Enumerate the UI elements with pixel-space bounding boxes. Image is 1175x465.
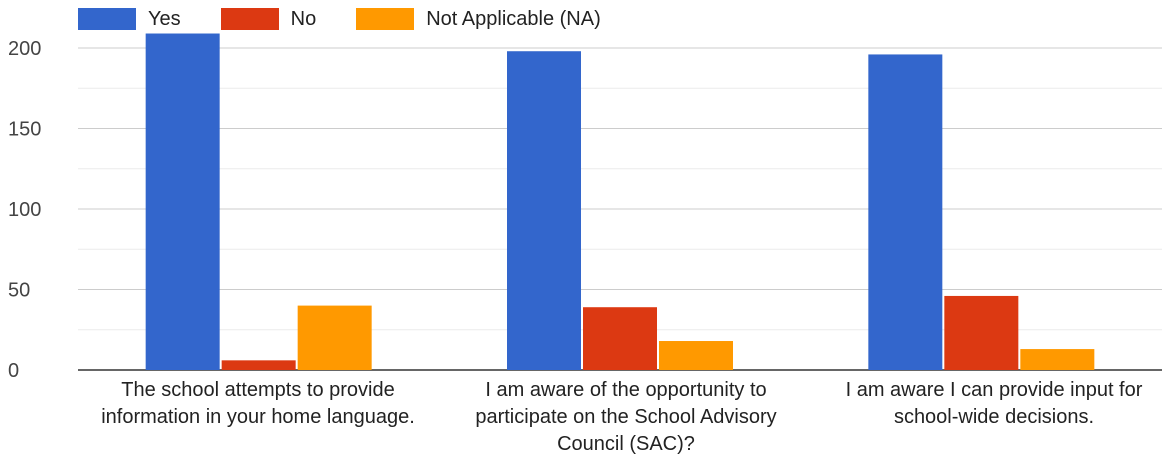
bar-yes-2 [507,51,581,370]
legend: Yes No Not Applicable (NA) [78,6,641,32]
bar-no-2 [583,307,657,370]
category-label-home-language: The school attempts to provide informati… [101,379,415,428]
bar-no-3 [944,295,1019,370]
y-tick-label: 200 [8,38,41,60]
gridlines [78,47,1162,371]
y-axis-ticks: 0 50 100 150 200 [8,38,41,382]
legend-item-yes: Yes [78,8,181,31]
legend-swatch-yes [78,8,136,30]
bar-no-1 [221,360,296,370]
legend-item-no: No [220,7,317,31]
y-tick-label: 50 [8,280,30,302]
legend-label-na: Not Applicable (NA) [426,7,601,30]
y-tick-label: 100 [8,199,41,221]
legend-swatch-no [220,8,279,30]
bars [145,33,1095,370]
bar-yes-1 [145,33,220,370]
legend-label-yes: Yes [148,7,181,30]
legend-swatch-na [356,8,415,30]
legend-item-na: Not Applicable (NA) [356,8,601,31]
legend-label-no: No [290,7,317,30]
bar-not-applicable-na-2 [659,341,733,370]
bar-not-applicable-na-3 [1020,349,1095,370]
category-label-sac: I am aware of the opportunity to partici… [475,379,777,455]
bar-yes-3 [868,54,943,370]
y-tick-label: 0 [8,360,19,382]
y-tick-label: 150 [8,119,41,141]
bar-not-applicable-na-1 [297,305,372,370]
category-label-school-decisions: I am aware I can provide input for schoo… [845,379,1143,428]
